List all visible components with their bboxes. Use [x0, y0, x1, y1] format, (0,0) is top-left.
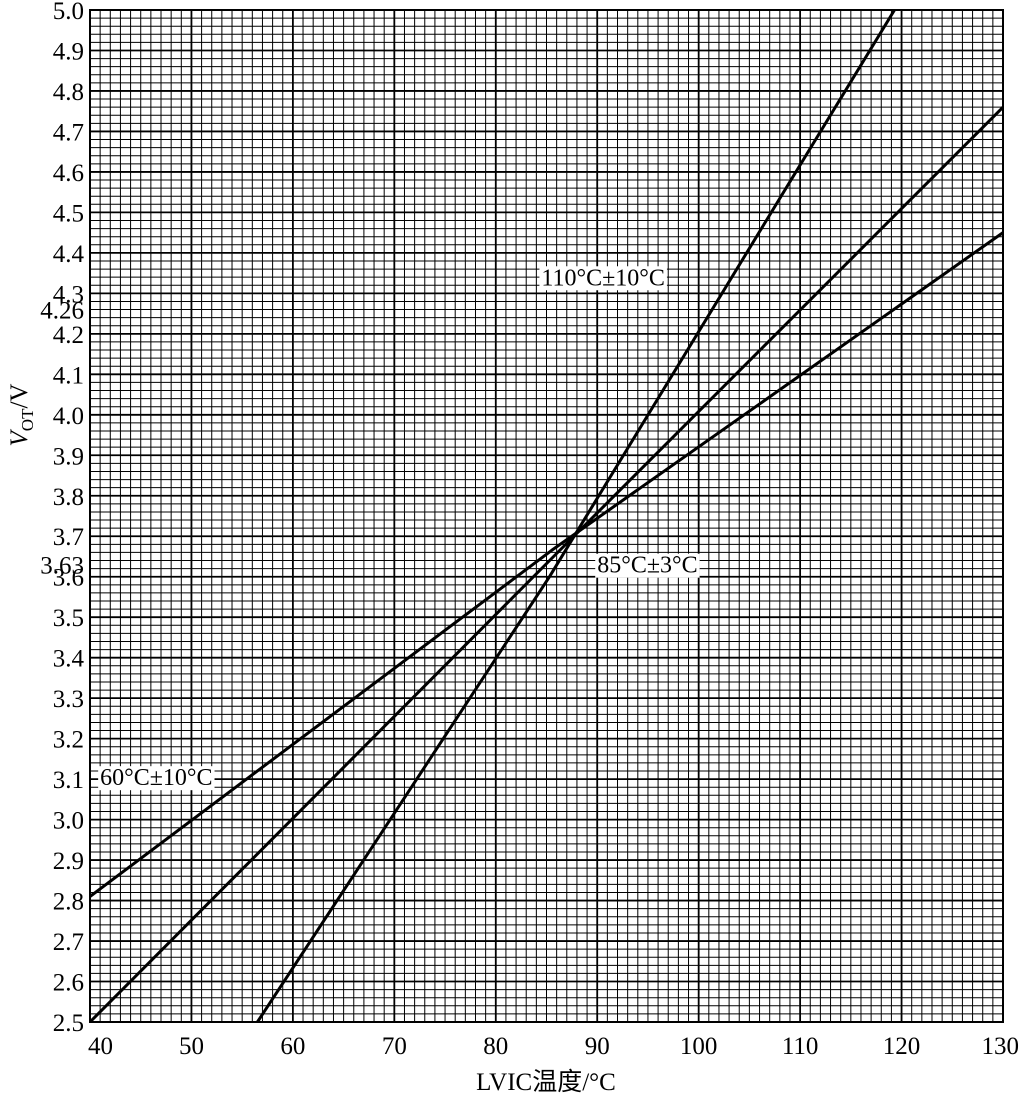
y-tick-label: 2.9 [53, 848, 84, 875]
svg-text:VOT/V: VOT/V [6, 384, 37, 447]
y-tick-label: 3.8 [53, 484, 84, 511]
y-tick-label: 2.5 [53, 1010, 84, 1037]
series-label-text: 60°C±10°C [100, 765, 212, 791]
series-line-3 [256, 9, 896, 1023]
x-tick-label: 80 [483, 1033, 508, 1060]
series-lines [88, 9, 1005, 1024]
x-tick-label: 130 [982, 1033, 1020, 1060]
series-label-background [539, 266, 667, 291]
series-line-2 [88, 106, 1005, 1024]
y-tick-label: 4.1 [53, 362, 84, 389]
y-tick-label: 4.9 [53, 38, 84, 65]
series-line-1 [89, 231, 1004, 898]
y-axis-label-sub: OT [18, 408, 37, 431]
y-tick-label: 5.0 [53, 0, 84, 25]
y-tick-label: 4.3 [53, 281, 84, 308]
y-tick-label: 4.5 [53, 200, 84, 227]
x-axis-label: LVIC温度/°C [476, 1068, 616, 1096]
y-axis-ticks: 2.5 2.6 2.7 2.8 2.9 3.0 3.1 3.2 3.3 3.4 3.5 3.63.63… [40, 0, 84, 1037]
x-axis-ticks: 40 50 60 70 80 90 100 110 120 130 [88, 1033, 1019, 1060]
x-tick-label: 70 [382, 1033, 407, 1060]
y-tick-label: 4.7 [53, 119, 84, 146]
x-tick-label: 110 [782, 1033, 819, 1060]
y-axis-label: VOT/V [6, 384, 37, 447]
x-tick-label: 100 [680, 1033, 718, 1060]
series-label-background [98, 766, 215, 791]
y-tick-label: 4.2 [53, 322, 84, 349]
x-tick-label: 40 [88, 1033, 113, 1060]
y-tick-label: 4.6 [53, 160, 84, 187]
x-tick-label: 50 [179, 1033, 204, 1060]
y-tick-label: 2.8 [53, 889, 84, 916]
y-tick-label: 3.1 [53, 767, 84, 794]
series-labels: 60°C±10°C 85°C±3°C 110°C±10°C [98, 265, 700, 791]
x-tick-label: 90 [585, 1033, 610, 1060]
x-tick-label: 60 [280, 1033, 305, 1060]
y-tick-label: 2.7 [53, 929, 84, 956]
series-label-background [595, 553, 700, 578]
series-label-2: 85°C±3°C [595, 553, 700, 579]
y-tick-label: 2.6 [53, 970, 84, 997]
y-tick-label: 4.26 [40, 298, 84, 325]
series-label-text: 85°C±3°C [597, 553, 697, 579]
y-tick-label: 3.4 [53, 646, 85, 673]
y-tick-label: 3.2 [53, 727, 84, 754]
series-label-3: 110°C±10°C [539, 265, 667, 291]
x-tick-label: 120 [883, 1033, 921, 1060]
series-label-text: 110°C±10°C [541, 265, 665, 291]
grid [89, 9, 1004, 1023]
series-label-1: 60°C±10°C [98, 765, 215, 791]
y-tick-label: 3.3 [53, 686, 84, 713]
y-axis-label-unit: /V [6, 384, 33, 409]
y-tick-label: 3.7 [53, 524, 84, 551]
plot-frame [89, 9, 1004, 1023]
y-tick-label: 4.8 [53, 79, 84, 106]
y-tick-label: 4.0 [53, 403, 84, 430]
y-tick-label: 3.63 [40, 553, 84, 580]
y-axis-label-main: V [6, 428, 33, 446]
y-tick-label: 3.0 [53, 808, 84, 835]
y-tick-label: 3.5 [53, 605, 84, 632]
y-tick-label: 4.4 [53, 241, 85, 268]
y-tick-label: 3.9 [53, 443, 84, 470]
y-tick-label: 3.6 [53, 565, 84, 592]
